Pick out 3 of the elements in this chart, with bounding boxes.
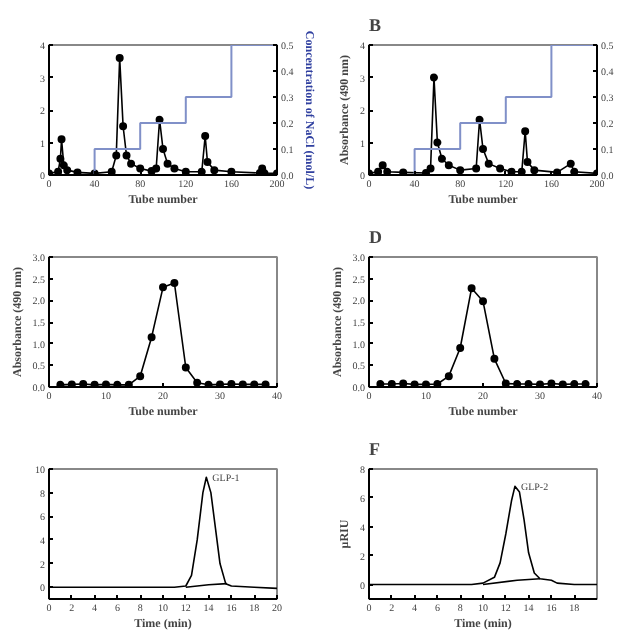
chart-title: B	[369, 15, 382, 35]
chart-title: D	[369, 227, 383, 247]
chart-title: F	[369, 439, 381, 459]
